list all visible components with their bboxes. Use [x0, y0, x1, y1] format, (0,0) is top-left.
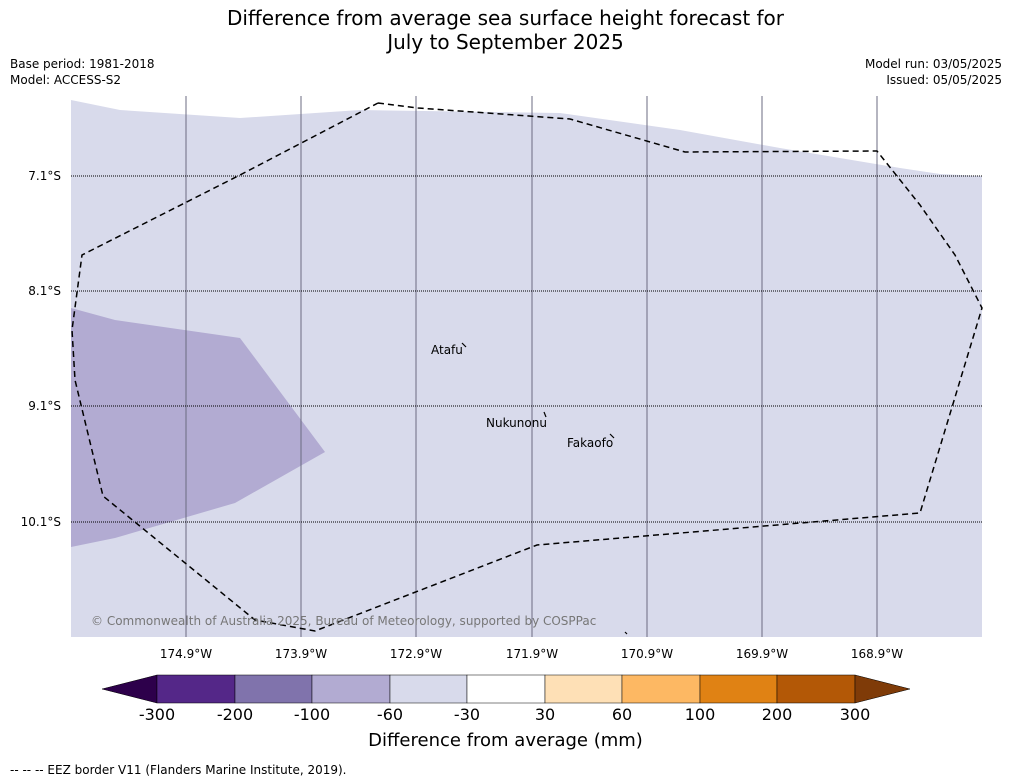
colorbar-title: Difference from average (mm): [368, 730, 643, 751]
place-label-atafu: Atafu: [431, 343, 463, 357]
colorbar-segment: [156, 674, 236, 704]
colorbar-segment: [621, 674, 701, 704]
issued-text: Issued: 05/05/2025: [886, 73, 1002, 87]
lon-label: 171.9°W: [505, 647, 559, 661]
model-run-text: Model run: 03/05/2025: [864, 57, 1002, 71]
sea-height-region-anomaly: [71, 308, 325, 547]
colorbar-tick-label: 30: [534, 705, 556, 724]
longitude-gridlines: [185, 96, 878, 637]
colorbar-tick-label: 300: [839, 705, 871, 724]
colorbar-tick-label: 100: [684, 705, 716, 724]
title-line-2: July to September 2025: [387, 30, 624, 54]
copyright-notice: © Commonwealth of Australia 2025, Bureau…: [91, 614, 597, 628]
colorbar-segment: [776, 674, 856, 704]
colorbar-tick-label: -60: [376, 705, 404, 724]
sea-height-region-background: [71, 100, 982, 637]
colorbar-tick-label: 200: [761, 705, 793, 724]
eez-legend-note: -- -- -- EEZ border V11 (Flanders Marine…: [10, 763, 347, 777]
lon-label: 170.9°W: [620, 647, 674, 661]
place-label-nukunonu: Nukunonu: [486, 416, 547, 430]
colorbar-segment: [311, 674, 391, 704]
colorbar-segment: [389, 674, 468, 704]
place-label-fakaofo: Fakaofo: [567, 436, 614, 450]
meta-left: Base period: 1981-2018 Model: ACCESS-S2: [10, 56, 155, 88]
lon-label: 168.9°W: [850, 647, 904, 661]
lon-label: 173.9°W: [274, 647, 328, 661]
meta-right: Model run: 03/05/2025 Issued: 05/05/2025: [865, 56, 1002, 88]
lon-label: 174.9°W: [159, 647, 213, 661]
title-line-1: Difference from average sea surface heig…: [226, 6, 785, 30]
colorbar-segment: [699, 674, 778, 704]
colorbar-tick-label: -300: [138, 705, 176, 724]
lat-label: 9.1°S: [28, 399, 61, 413]
colorbar-tick-label: 60: [611, 705, 633, 724]
colorbar-tick-label: -30: [453, 705, 481, 724]
colorbar-segment: [234, 674, 313, 704]
colorbar-tick-label: -100: [293, 705, 331, 724]
colorbar: [101, 674, 911, 704]
base-period-text: Base period: 1981-2018: [10, 57, 155, 71]
colorbar-tick-label: -200: [216, 705, 254, 724]
colorbar-segment: [544, 674, 623, 704]
chart-title: Difference from average sea surface heig…: [0, 6, 1011, 54]
colorbar-extend-high: [854, 674, 911, 704]
lon-label: 169.9°W: [735, 647, 789, 661]
island-marks: [461, 342, 628, 635]
eez-border: [71, 102, 983, 632]
lon-label: 172.9°W: [389, 647, 443, 661]
model-text: Model: ACCESS-S2: [10, 73, 122, 87]
lat-label: 10.1°S: [20, 515, 61, 529]
colorbar-segment: [466, 674, 546, 704]
colorbar-extend-low: [101, 674, 158, 704]
lat-label: 7.1°S: [28, 169, 61, 183]
lat-label: 8.1°S: [28, 284, 61, 298]
